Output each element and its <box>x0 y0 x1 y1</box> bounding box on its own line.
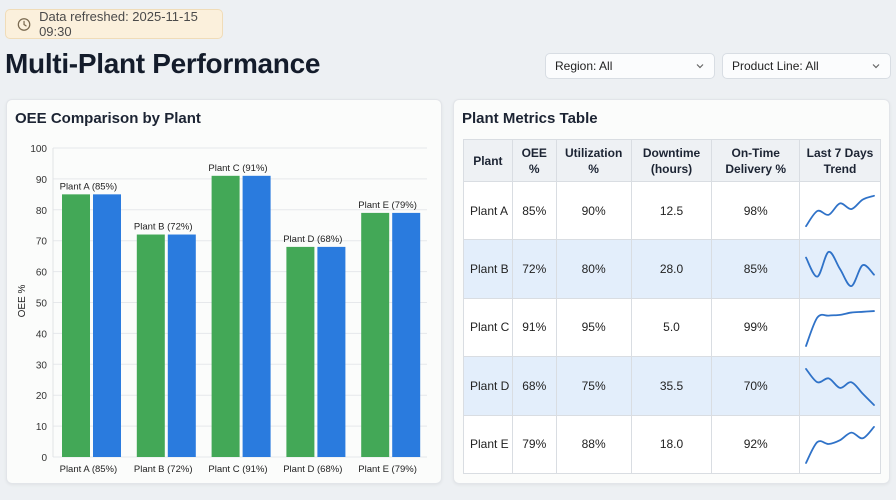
chevron-down-icon <box>696 64 704 69</box>
trend-line <box>805 251 876 288</box>
oee-cell: 85% <box>511 180 557 241</box>
y-tick-label: 0 <box>41 453 47 464</box>
plant-cell: Plant A <box>463 180 513 241</box>
bar-blue[interactable] <box>392 212 421 457</box>
bar-blue[interactable] <box>242 175 271 457</box>
x-tick-label: Plant B (72%) <box>134 464 193 475</box>
utilization-cell: 88% <box>555 414 632 474</box>
plant-cell: Plant B <box>463 239 513 299</box>
table-row: Plant D 68% 75% 35.5 70% <box>463 356 882 416</box>
table-title: Plant Metrics Table <box>462 110 598 127</box>
bar-blue[interactable] <box>93 194 121 457</box>
bar-data-label: Plant D (68%) <box>283 234 342 245</box>
bar-green[interactable] <box>361 212 390 457</box>
oee-bar-chart: 0 10 20 30 40 50 60 70 80 90 100 OEE % Plant A (85%)… <box>17 144 427 475</box>
y-tick-label: 80 <box>36 206 48 217</box>
downtime-cell: 18.0 <box>630 414 713 474</box>
trend-sparkline <box>805 367 876 406</box>
region-filter-select[interactable]: Region: All <box>545 53 715 79</box>
bar-data-label: Plant C (91%) <box>208 163 267 174</box>
bar-green[interactable] <box>286 246 315 457</box>
trend-line <box>805 426 876 465</box>
bar-blue[interactable] <box>167 234 196 457</box>
y-tick-label: 20 <box>36 391 48 402</box>
trend-line <box>805 310 876 348</box>
oee-chart-card: OEE Comparison by Plant 0 10 20 30 40 50 60 70 8… <box>6 99 442 484</box>
bar-data-label: Plant E (79%) <box>358 200 417 211</box>
x-tick-label: Plant D (68%) <box>283 464 342 475</box>
page-title: Multi-Plant Performance <box>5 48 321 79</box>
on-time-delivery-cell: 98% <box>711 180 800 241</box>
utilization-cell: 80% <box>555 239 632 299</box>
downtime-cell: 12.5 <box>630 180 713 241</box>
table-row: Plant C 91% 95% 5.0 99% <box>463 297 882 358</box>
bar-blue[interactable] <box>317 246 346 457</box>
table-row: Plant B 72% 80% 28.0 85% <box>463 239 882 299</box>
y-tick-label: 30 <box>36 360 48 371</box>
column-header-utilization: Utilization % <box>555 139 632 182</box>
chart-title: OEE Comparison by Plant <box>15 110 201 127</box>
table-row: Plant E 79% 88% 18.0 92% <box>463 414 882 474</box>
y-tick-label: 10 <box>36 422 48 433</box>
utilization-cell: 90% <box>555 180 632 241</box>
trend-sparkline <box>805 251 876 288</box>
on-time-delivery-cell: 99% <box>711 297 800 358</box>
oee-cell: 79% <box>511 414 557 474</box>
bar-data-label: Plant A (85%) <box>60 181 118 192</box>
column-header-downtime: Downtime (hours) <box>630 139 713 182</box>
plant-metrics-card: Plant Metrics Table Plant OEE % Utilizat… <box>453 99 890 484</box>
on-time-delivery-cell: 92% <box>711 414 800 474</box>
utilization-cell: 75% <box>555 356 632 416</box>
on-time-delivery-cell: 70% <box>711 356 800 416</box>
plant-cell: Plant D <box>463 356 513 416</box>
x-tick-label: Plant C (91%) <box>208 464 267 475</box>
trend-cell <box>798 239 882 299</box>
x-tick-label: Plant A (85%) <box>60 464 118 475</box>
oee-cell: 68% <box>511 356 557 416</box>
plant-cell: Plant C <box>463 297 513 358</box>
trend-line <box>805 194 876 227</box>
trend-cell <box>798 297 882 358</box>
column-header-plant: Plant <box>463 139 513 182</box>
downtime-cell: 5.0 <box>630 297 713 358</box>
utilization-cell: 95% <box>555 297 632 358</box>
data-refreshed-banner: Data refreshed: 2025-11-15 09:30 <box>5 9 223 39</box>
y-tick-label: 50 <box>36 299 48 310</box>
y-tick-label: 90 <box>36 175 48 186</box>
column-header-on-time-delivery: On-Time Delivery % <box>711 139 800 182</box>
plant-metrics-table: Plant OEE % Utilization % Downtime (hour… <box>463 139 882 474</box>
bar-green[interactable] <box>62 194 90 457</box>
bar-green[interactable] <box>136 234 165 457</box>
refresh-text: Data refreshed: 2025-11-15 09:30 <box>39 9 198 39</box>
column-header-oee: OEE % <box>511 139 557 182</box>
table-row: Plant A 85% 90% 12.5 98% <box>463 180 882 241</box>
oee-cell: 91% <box>511 297 557 358</box>
trend-cell <box>798 414 882 474</box>
trend-sparkline <box>805 194 876 227</box>
column-header-trend: Last 7 Days Trend <box>798 139 882 182</box>
trend-line <box>805 367 876 406</box>
plant-cell: Plant E <box>463 414 513 474</box>
bar-data-label: Plant B (72%) <box>134 222 193 233</box>
trend-cell <box>798 180 882 241</box>
x-tick-label: Plant E (79%) <box>358 464 417 475</box>
on-time-delivery-cell: 85% <box>711 239 800 299</box>
product-line-filter-select[interactable]: Product Line: All <box>722 53 891 79</box>
oee-cell: 72% <box>511 239 557 299</box>
y-axis-label: OEE % <box>17 285 28 318</box>
y-tick-label: 100 <box>30 144 47 155</box>
trend-cell <box>798 356 882 416</box>
clock-icon <box>17 17 31 31</box>
bar-green[interactable] <box>211 175 240 457</box>
region-filter-label: Region: All <box>555 59 613 73</box>
chevron-down-icon <box>872 64 880 69</box>
trend-sparkline <box>805 426 876 465</box>
downtime-cell: 35.5 <box>630 356 713 416</box>
y-tick-label: 40 <box>36 329 48 340</box>
product-line-filter-label: Product Line: All <box>732 59 819 73</box>
downtime-cell: 28.0 <box>630 239 713 299</box>
y-tick-label: 70 <box>36 237 48 248</box>
trend-sparkline <box>805 310 876 348</box>
y-tick-label: 60 <box>36 268 48 279</box>
